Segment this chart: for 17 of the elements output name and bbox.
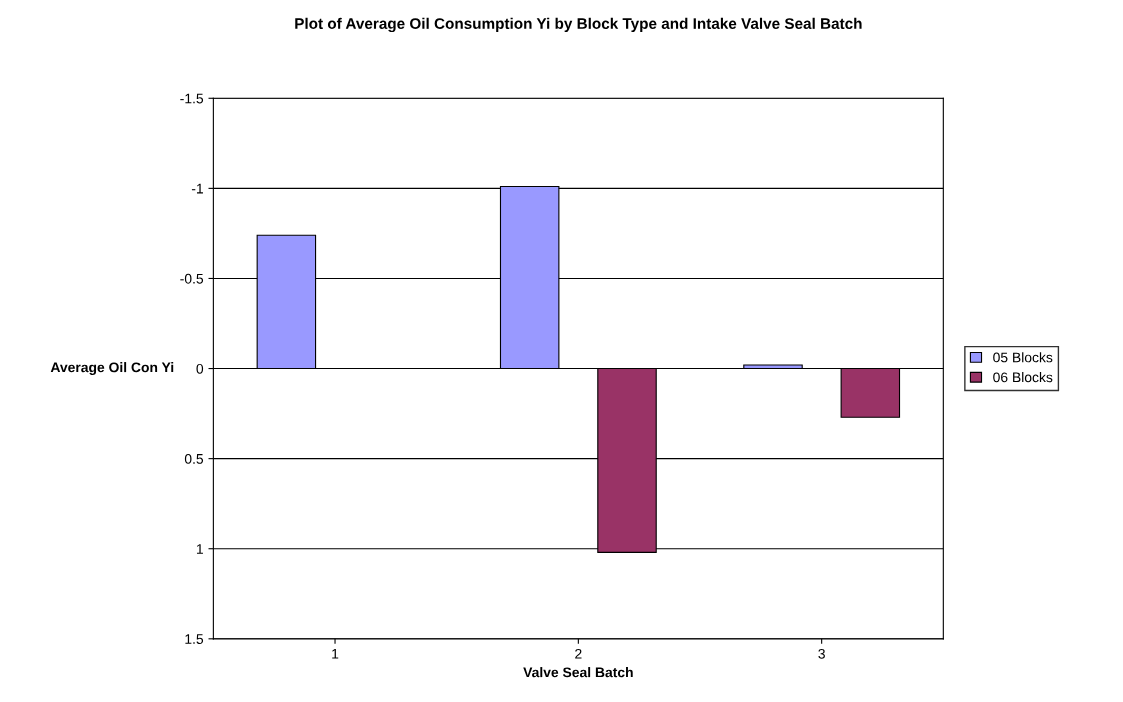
bar [743, 364, 803, 370]
y-tick-label: 1.5 [185, 634, 204, 644]
x-tick-label: 2 [575, 648, 582, 659]
y-tick-label: 1 [196, 544, 203, 554]
y-tick-label: 0 [196, 363, 204, 374]
y-tick-label: -1 [191, 183, 203, 194]
y-tick-label: -1.5 [180, 93, 204, 104]
bar [840, 367, 901, 418]
y-axis-title: Average Oil Con Yi [50, 362, 174, 376]
x-axis-title: Valve Seal Batch [523, 667, 633, 678]
x-tick-label: 1 [332, 649, 339, 659]
legend-label: 06 Blocks [993, 372, 1053, 383]
y-tick-label: -0.5 [180, 273, 204, 284]
x-tick-label: 3 [818, 648, 825, 659]
y-tick-label: 0.5 [184, 453, 204, 464]
chart-title: Plot of Average Oil Consumption Yi by Block Type and Intake Valve Seal Batch [295, 17, 862, 33]
legend-label: 05 Blocks [993, 352, 1053, 363]
